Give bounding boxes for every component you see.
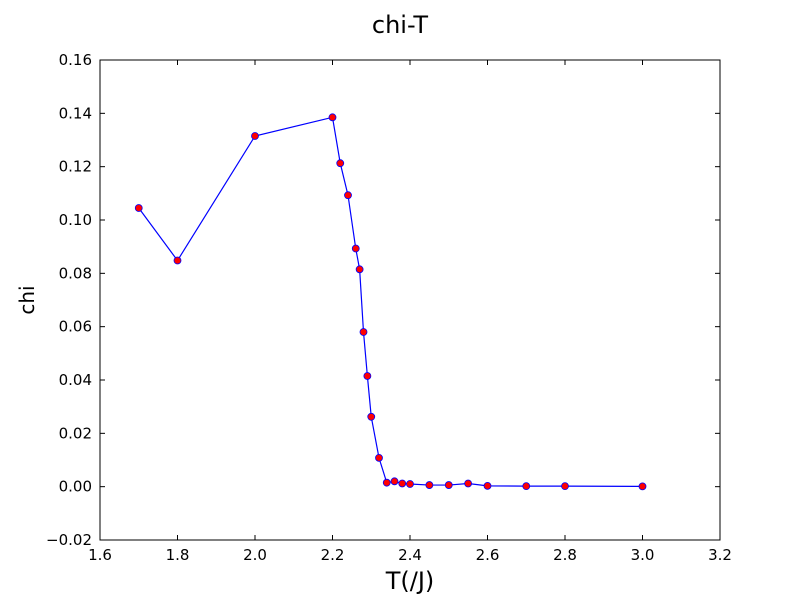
data-point	[173, 256, 182, 265]
data-point	[522, 482, 531, 491]
y-tick-label: 0.06	[59, 318, 92, 336]
data-point	[351, 244, 360, 253]
y-tick-label: 0.08	[59, 264, 92, 282]
chart-title: chi-T	[372, 11, 429, 39]
data-point	[367, 412, 376, 421]
x-tick-label: 2.2	[321, 546, 345, 564]
data-point	[561, 482, 569, 491]
y-tick-label: 0.02	[59, 424, 92, 442]
data-point	[375, 453, 383, 462]
x-tick-label: 3.2	[708, 546, 732, 564]
data-point	[464, 479, 473, 488]
y-tick-label: 0.16	[59, 51, 92, 69]
series-line	[138, 116, 643, 487]
data-point	[251, 132, 259, 140]
y-tick-label: 0.12	[59, 158, 92, 176]
data-point	[483, 481, 492, 490]
x-tick-label: 2.8	[553, 546, 577, 564]
y-tick-label: −0.02	[46, 531, 92, 549]
data-point	[444, 481, 453, 489]
data-point	[328, 113, 337, 122]
data-point	[638, 482, 647, 491]
y-tick-label: 0.10	[59, 211, 92, 229]
data-point	[398, 479, 407, 488]
y-tick-label: 0.00	[59, 478, 92, 496]
y-tick-label: 0.04	[59, 371, 92, 389]
x-tick-label: 2.4	[398, 546, 422, 564]
data-point	[390, 477, 399, 486]
data-point	[336, 159, 345, 168]
plot-frame	[99, 59, 721, 541]
data-point	[355, 265, 364, 274]
x-tick-label: 3.0	[631, 546, 655, 564]
plot-area	[134, 113, 647, 491]
y-tick-label: 0.14	[59, 104, 92, 122]
data-point	[425, 481, 434, 489]
data-point	[344, 191, 352, 200]
data-point	[382, 478, 391, 487]
x-tick-label: 2.0	[243, 546, 267, 564]
x-tick-label: 1.6	[88, 546, 112, 564]
data-point	[359, 328, 368, 336]
data-point	[363, 372, 372, 380]
x-tick-label: 1.8	[166, 546, 190, 564]
x-tick-label: 2.6	[476, 546, 500, 564]
data-point	[134, 204, 143, 212]
x-axis-label: T(/J)	[385, 567, 435, 595]
axis-ticks: 1.6 1.8 2.0 2.2 2.4 2.6 2.8 3.0 3.2 −0.02 0.00 0.02…	[46, 51, 732, 564]
y-axis-label: chi	[15, 285, 39, 314]
data-point	[406, 480, 414, 488]
